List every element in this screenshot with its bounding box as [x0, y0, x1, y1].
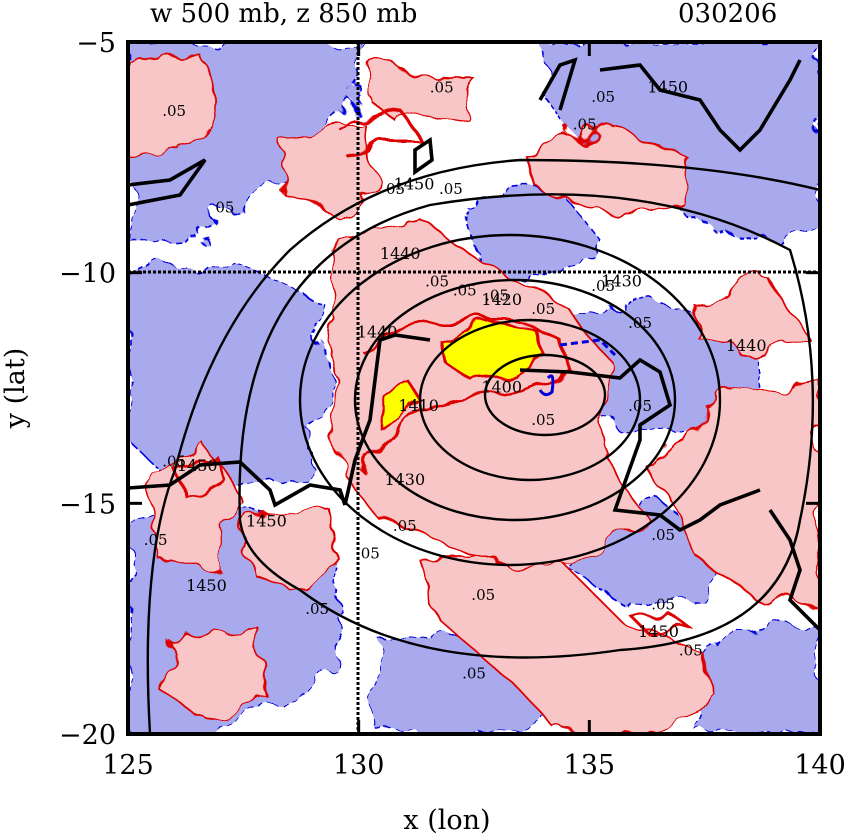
y-tick-label: −10 — [59, 259, 116, 290]
omega-contour-label: .05 — [471, 586, 495, 604]
x-tick-label: 125 — [102, 750, 154, 781]
omega-contour-label: 05 — [386, 180, 405, 198]
omega-contour-label: .05 — [591, 277, 615, 295]
downward-motion-region — [128, 54, 216, 161]
height-contour-label: 1450 — [638, 622, 679, 641]
boundary-line — [128, 460, 347, 508]
height-contour — [298, 233, 722, 567]
omega-contour-label: .05 — [679, 642, 703, 660]
red-contour-line — [631, 613, 695, 637]
x-axis-label: x (lon) — [403, 805, 490, 836]
omega-contour-label: .05 — [462, 665, 486, 683]
height-contour-label: 1440 — [726, 336, 767, 355]
height-contour-label: 1430 — [601, 272, 642, 291]
downward-motion-region — [159, 629, 272, 721]
downward-motion-region — [238, 509, 342, 592]
height-contour-label: 1450 — [177, 456, 218, 475]
omega-contour-label: .05 — [144, 531, 168, 549]
omega-contour-label: .05 — [162, 102, 186, 120]
height-contour — [483, 353, 607, 437]
boundary-line — [768, 509, 820, 632]
upward-motion-region — [539, 42, 820, 241]
omega-contour-label: .05 — [531, 411, 555, 429]
strong-core-region — [376, 376, 422, 427]
omega-contour-label: .05 — [628, 397, 652, 415]
omega-contour-label: .05 — [393, 517, 417, 535]
downward-motion-region — [279, 118, 382, 212]
height-contour-label: 1420 — [481, 290, 522, 309]
omega-contour-label: .05 — [162, 452, 186, 470]
boundary-line — [538, 57, 578, 111]
boundary-lines — [128, 57, 820, 632]
reference-lines — [128, 42, 820, 734]
omega-contour-label: .05 — [628, 314, 652, 332]
plot-frame — [126, 40, 822, 736]
omega-contour-label: .05 — [485, 286, 509, 304]
height-contour-label: 1410 — [398, 396, 439, 415]
height-contour — [418, 318, 642, 482]
height-contour-label: 1450 — [186, 576, 227, 595]
downward-motion-region — [688, 278, 802, 351]
blue-contour-line — [559, 338, 617, 357]
height-contour — [238, 193, 815, 659]
height-contour-label: 1450 — [246, 511, 287, 530]
height-contour — [146, 158, 820, 734]
axis-ticks: 125 130 135 140 −5 −10 −15 −20 — [59, 28, 846, 781]
boundary-line — [413, 136, 434, 176]
omega-contour-label: .05 — [531, 300, 555, 318]
upward-motion-region — [128, 259, 331, 481]
boundary-line — [519, 357, 761, 533]
contour-labels: .05 .05 .05 .05 05 05 .05 .05 .05 .05 .05 .05 .05 .05… — [144, 78, 767, 683]
omega-contour-label: .05 — [305, 600, 329, 618]
chart-title: w 500 mb, z 850 mb — [150, 0, 417, 29]
height-contour-label: 1440 — [357, 322, 398, 341]
omega-contour-label: .05 — [356, 545, 380, 563]
omega-contour-label: .05 — [439, 180, 463, 198]
x-tick-label: 130 — [333, 750, 385, 781]
boundary-line — [343, 333, 431, 506]
height-contour-label: 1440 — [380, 244, 421, 263]
chart-date-label: 030206 — [678, 0, 777, 29]
boundary-line — [599, 59, 802, 153]
red-contour-line — [339, 108, 423, 162]
y-tick-label: −20 — [59, 720, 116, 751]
height-contour — [353, 278, 677, 522]
red-contour-line — [358, 318, 572, 472]
omega-contour-label: .05 — [651, 526, 675, 544]
blue-contour-line — [538, 374, 555, 397]
boundary-line — [128, 158, 207, 207]
omega-contour-label: .05 — [651, 595, 675, 613]
y-tick-label: −15 — [59, 489, 116, 520]
height-contour-label: 1430 — [384, 470, 425, 489]
blue-contour-lines — [538, 338, 617, 397]
x-tick-label: 135 — [564, 750, 616, 781]
plot-area — [128, 42, 820, 734]
omega-contour-label: .05 — [591, 88, 615, 106]
upward-motion-region — [699, 619, 820, 734]
red-contour-line — [172, 453, 227, 503]
omega-contour-label: .05 — [430, 79, 454, 97]
omega-contour-label: 05 — [215, 199, 234, 217]
height-contour-label: 1400 — [481, 378, 522, 397]
y-tick-label: −5 — [76, 28, 116, 59]
omega-contour-label: .05 — [573, 116, 597, 134]
height-contour-label: 1450 — [647, 78, 688, 97]
omega-contour-label: .05 — [453, 282, 477, 300]
omega-contour-label: .05 — [425, 273, 449, 291]
height-contour-label: 1450 — [394, 175, 435, 194]
y-axis-label: y (lat) — [0, 348, 31, 430]
height-contours — [146, 158, 820, 734]
x-tick-label: 140 — [794, 750, 846, 781]
red-contour-lines — [172, 108, 695, 637]
